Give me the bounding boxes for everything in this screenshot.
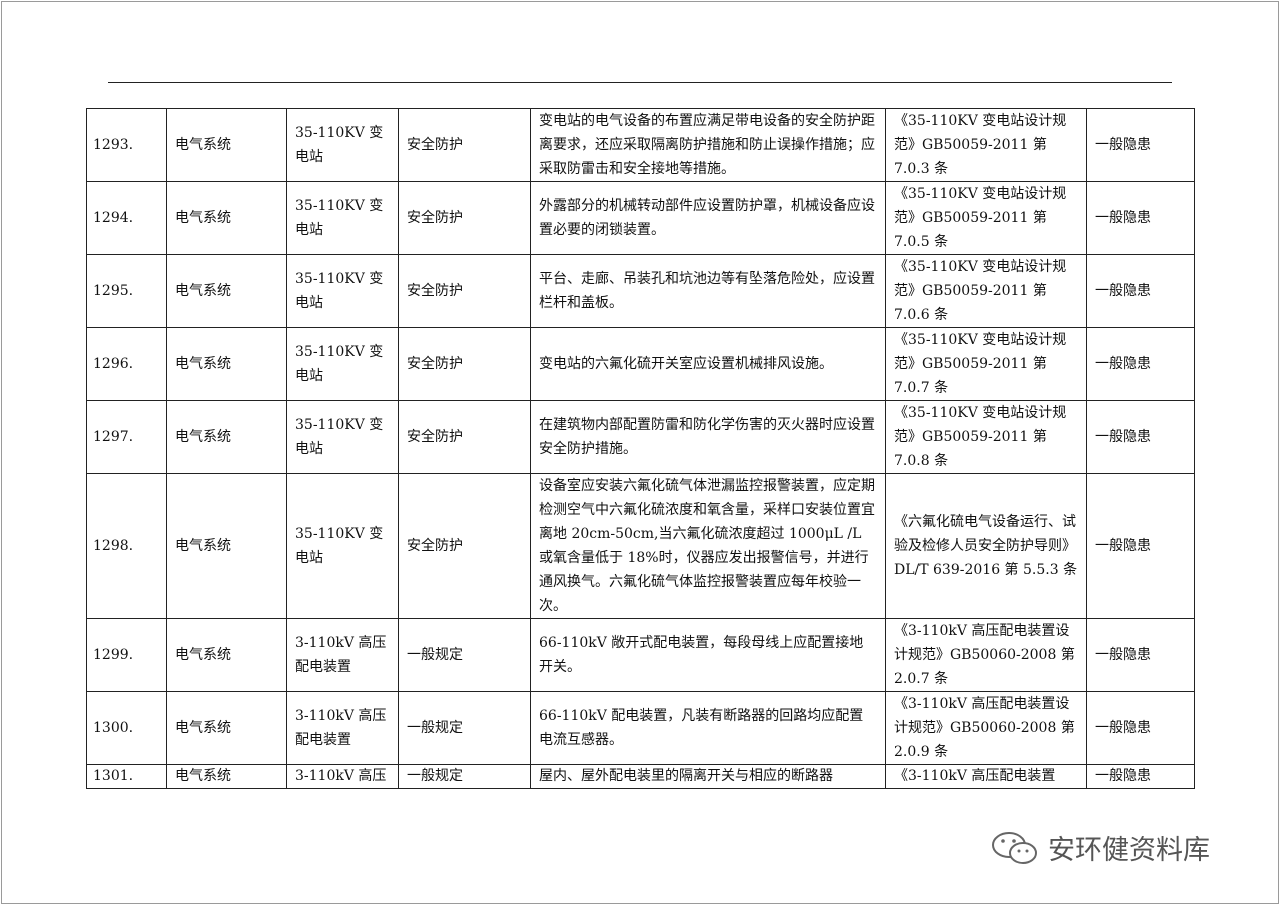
basis-cell: 《35-110KV 变电站设计规范》GB50059-2011 第 7.0.7 条 [885, 327, 1087, 401]
row-number: 1294. [86, 181, 167, 255]
system-cell: 电气系统 [166, 400, 287, 474]
system-cell: 电气系统 [166, 327, 287, 401]
row-number: 1300. [86, 691, 167, 765]
category-cell: 安全防护 [398, 254, 531, 328]
category-cell: 安全防护 [398, 181, 531, 255]
hazard-level-cell: 一般隐患 [1086, 108, 1195, 182]
watermark: 安环健资料库 [990, 828, 1210, 867]
requirement-cell: 66-110kV 敞开式配电装置，每段母线上应配置接地开关。 [530, 618, 886, 692]
facility-cell: 35-110KV 变电站 [286, 181, 399, 255]
facility-cell: 35-110KV 变电站 [286, 254, 399, 328]
hazard-level-cell: 一般隐患 [1086, 691, 1195, 765]
hazard-level-cell: 一般隐患 [1086, 181, 1195, 255]
category-cell: 安全防护 [398, 400, 531, 474]
facility-cell: 3-110kV 高压配电装置 [286, 691, 399, 765]
system-cell: 电气系统 [166, 181, 287, 255]
row-number: 1293. [86, 108, 167, 182]
row-number: 1295. [86, 254, 167, 328]
basis-cell: 《35-110KV 变电站设计规范》GB50059-2011 第 7.0.5 条 [885, 181, 1087, 255]
basis-cell: 《35-110KV 变电站设计规范》GB50059-2011 第 7.0.8 条 [885, 400, 1087, 474]
hazard-level-cell: 一般隐患 [1086, 473, 1195, 619]
table-row: 1294. 电气系统 35-110KV 变电站 安全防护 外露部分的机械转动部件应设置防… [86, 181, 1195, 255]
requirement-cell: 变电站的六氟化硫开关室应设置机械排风设施。 [530, 327, 886, 401]
header-rule [108, 82, 1172, 83]
basis-cell: 《3-110kV 高压配电装置设计规范》GB50060-2008 第 2.0.7… [885, 618, 1087, 692]
category-cell: 一般规定 [398, 764, 531, 789]
facility-cell: 3-110kV 高压配电装置 [286, 618, 399, 692]
facility-cell: 35-110KV 变电站 [286, 327, 399, 401]
row-number: 1297. [86, 400, 167, 474]
hazard-level-cell: 一般隐患 [1086, 618, 1195, 692]
basis-cell: 《3-110kV 高压配电装置 [885, 764, 1087, 789]
facility-cell: 3-110kV 高压 [286, 764, 399, 789]
requirement-cell: 在建筑物内部配置防雷和防化学伤害的灭火器时应设置安全防护措施。 [530, 400, 886, 474]
hazard-level-cell: 一般隐患 [1086, 254, 1195, 328]
system-cell: 电气系统 [166, 254, 287, 328]
hazard-level-cell: 一般隐患 [1086, 764, 1195, 789]
category-cell: 一般规定 [398, 618, 531, 692]
hazard-level-cell: 一般隐患 [1086, 400, 1195, 474]
basis-cell: 《六氟化硫电气设备运行、试验及检修人员安全防护导则》DL/T 639-2016 … [885, 473, 1087, 619]
system-cell: 电气系统 [166, 473, 287, 619]
requirement-cell: 外露部分的机械转动部件应设置防护罩，机械设备应设置必要的闭锁装置。 [530, 181, 886, 255]
table-row: 1295. 电气系统 35-110KV 变电站 安全防护 平台、走廊、吊装孔和坑池边等有… [86, 254, 1195, 328]
system-cell: 电气系统 [166, 691, 287, 765]
requirement-cell: 平台、走廊、吊装孔和坑池边等有坠落危险处，应设置栏杆和盖板。 [530, 254, 886, 328]
wechat-icon [992, 831, 1037, 864]
requirement-cell: 变电站的电气设备的布置应满足带电设备的安全防护距离要求，还应采取隔离防护措施和防… [530, 108, 886, 182]
row-number: 1299. [86, 618, 167, 692]
basis-cell: 《3-110kV 高压配电装置设计规范》GB50060-2008 第 2.0.9… [885, 691, 1087, 765]
requirement-cell: 66-110kV 配电装置，凡装有断路器的回路均应配置电流互感器。 [530, 691, 886, 765]
watermark-text: 安环健资料库 [1048, 835, 1210, 866]
requirement-cell: 设备室应安装六氟化硫气体泄漏监控报警装置，应定期检测空气中六氟化硫浓度和氧含量，… [530, 473, 886, 619]
row-number: 1296. [86, 327, 167, 401]
table-row: 1301. 电气系统 3-110kV 高压 一般规定 屋内、屋外配电装里的隔离开关与相应… [86, 764, 1195, 789]
category-cell: 安全防护 [398, 108, 531, 182]
table-row: 1298. 电气系统 35-110KV 变电站 安全防护 设备室应安装六氟化硫气体泄漏监… [86, 473, 1195, 619]
system-cell: 电气系统 [166, 108, 287, 182]
category-cell: 一般规定 [398, 691, 531, 765]
row-number: 1298. [86, 473, 167, 619]
table-row: 1300. 电气系统 3-110kV 高压配电装置 一般规定 66-110kV 配电装置… [86, 691, 1195, 765]
table-row: 1296. 电气系统 35-110KV 变电站 安全防护 变电站的六氟化硫开关室应设置机… [86, 327, 1195, 401]
table-row: 1299. 电气系统 3-110kV 高压配电装置 一般规定 66-110kV 敞开式配… [86, 618, 1195, 692]
hazard-table: 1293. 电气系统 35-110KV 变电站 安全防护 变电站的电气设备的布置应满足带… [86, 108, 1195, 789]
requirement-cell: 屋内、屋外配电装里的隔离开关与相应的断路器 [530, 764, 886, 789]
system-cell: 电气系统 [166, 618, 287, 692]
table-row: 1297. 电气系统 35-110KV 变电站 安全防护 在建筑物内部配置防雷和防化学伤… [86, 400, 1195, 474]
category-cell: 安全防护 [398, 473, 531, 619]
system-cell: 电气系统 [166, 764, 287, 789]
basis-cell: 《35-110KV 变电站设计规范》GB50059-2011 第 7.0.6 条 [885, 254, 1087, 328]
hazard-level-cell: 一般隐患 [1086, 327, 1195, 401]
category-cell: 安全防护 [398, 327, 531, 401]
table-row: 1293. 电气系统 35-110KV 变电站 安全防护 变电站的电气设备的布置应满足带… [86, 108, 1195, 182]
facility-cell: 35-110KV 变电站 [286, 108, 399, 182]
facility-cell: 35-110KV 变电站 [286, 400, 399, 474]
basis-cell: 《35-110KV 变电站设计规范》GB50059-2011 第 7.0.3 条 [885, 108, 1087, 182]
facility-cell: 35-110KV 变电站 [286, 473, 399, 619]
row-number: 1301. [86, 764, 167, 789]
